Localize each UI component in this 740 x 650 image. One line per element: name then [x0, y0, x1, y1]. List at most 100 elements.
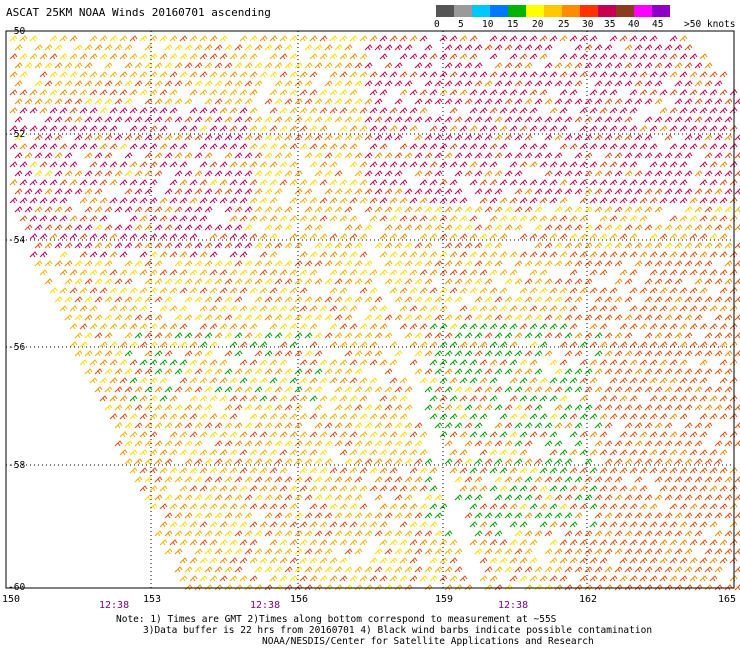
wind-barb: [319, 53, 328, 60]
wind-barb: [409, 359, 418, 366]
wind-barb: [69, 215, 78, 222]
wind-barb: [419, 197, 428, 204]
wind-barb: [679, 269, 688, 276]
wind-barb: [294, 278, 303, 285]
wind-barb: [309, 305, 318, 312]
wind-barb: [629, 359, 638, 366]
wind-barb: [344, 350, 353, 357]
wind-barb: [574, 62, 583, 69]
wind-barb: [614, 548, 623, 555]
wind-barb: [184, 404, 193, 411]
wind-barb: [284, 314, 293, 321]
wind-barb: [524, 476, 533, 483]
wind-barb: [709, 179, 718, 186]
wind-barb: [199, 557, 208, 564]
wind-barb: [654, 242, 663, 249]
wind-barb: [574, 422, 583, 429]
wind-barb: [424, 98, 433, 105]
wind-barb: [139, 431, 148, 438]
wind-barb: [669, 413, 678, 420]
wind-barb: [674, 152, 683, 159]
wind-barb: [714, 386, 723, 393]
wind-barb: [694, 350, 703, 357]
wind-barb: [644, 350, 653, 357]
wind-barb: [619, 413, 628, 420]
wind-barb: [489, 557, 498, 564]
wind-barb: [664, 170, 673, 177]
wind-barb: [499, 71, 508, 78]
wind-barb: [669, 53, 678, 60]
wind-barb: [719, 341, 728, 348]
wind-barb: [359, 467, 368, 474]
wind-barb: [314, 494, 323, 501]
wind-barb: [69, 161, 78, 168]
wind-barb: [709, 233, 718, 240]
wind-barb: [634, 188, 643, 195]
wind-barb: [229, 89, 238, 96]
wind-barb: [389, 575, 398, 582]
wind-barb: [309, 251, 318, 258]
wind-barb: [479, 89, 488, 96]
wind-barb: [129, 449, 138, 456]
wind-barb: [619, 395, 628, 402]
wind-barb: [124, 80, 133, 87]
wind-barb: [214, 332, 223, 339]
wind-barb: [489, 107, 498, 114]
wind-barb: [354, 566, 363, 573]
wind-barb: [479, 143, 488, 150]
wind-barb: [524, 98, 533, 105]
wind-barb: [674, 350, 683, 357]
wind-barb: [339, 395, 348, 402]
wind-barb: [359, 539, 368, 546]
wind-barb: [629, 35, 638, 42]
wind-barb: [529, 35, 538, 42]
wind-barb: [184, 80, 193, 87]
wind-barb: [599, 449, 608, 456]
wind-barb: [599, 161, 608, 168]
wind-barb: [249, 305, 258, 312]
wind-barb: [384, 314, 393, 321]
wind-barb: [659, 359, 668, 366]
wind-barb: [569, 413, 578, 420]
wind-barb: [94, 242, 103, 249]
wind-barb: [434, 188, 443, 195]
wind-barb: [14, 152, 23, 159]
wind-barb: [444, 548, 453, 555]
wind-barb: [154, 458, 163, 465]
wind-barb: [264, 368, 273, 375]
wind-barb: [604, 44, 613, 51]
wind-barb: [629, 107, 638, 114]
wind-barb: [464, 170, 473, 177]
wind-barb: [644, 188, 653, 195]
wind-barb: [454, 134, 463, 141]
wind-barb: [184, 566, 193, 573]
wind-barb: [684, 566, 693, 573]
wind-barb: [564, 350, 573, 357]
wind-barb: [414, 548, 423, 555]
wind-barb: [134, 80, 143, 87]
wind-barb: [334, 206, 343, 213]
wind-barb: [519, 557, 528, 564]
wind-barb: [394, 350, 403, 357]
wind-barb: [669, 341, 678, 348]
wind-barb: [39, 143, 48, 150]
wind-barb: [394, 134, 403, 141]
wind-barb: [279, 467, 288, 474]
wind-barb: [199, 71, 208, 78]
wind-barb: [259, 449, 268, 456]
wind-barb: [684, 368, 693, 375]
wind-barb: [164, 530, 173, 537]
wind-barb: [269, 575, 278, 582]
wind-barb: [609, 161, 618, 168]
wind-barb: [209, 125, 218, 132]
wind-barb: [359, 125, 368, 132]
wind-barb: [109, 107, 118, 114]
wind-barb: [259, 413, 268, 420]
wind-barb: [629, 251, 638, 258]
wind-barb: [179, 539, 188, 546]
wind-barb: [9, 197, 18, 204]
wind-barb: [699, 557, 708, 564]
wind-barb: [59, 179, 68, 186]
wind-barb: [404, 260, 413, 267]
wind-barb: [384, 512, 393, 519]
